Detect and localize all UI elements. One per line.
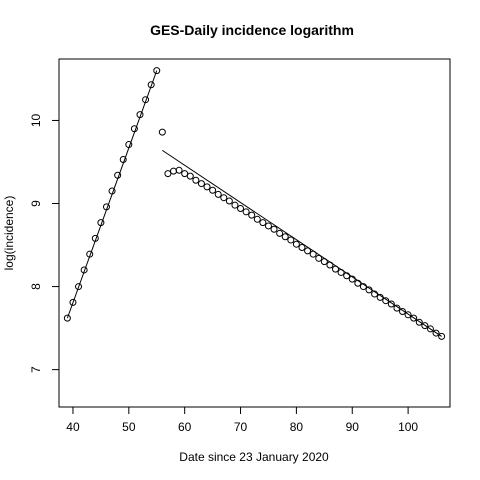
data-point <box>399 307 407 315</box>
data-point <box>281 233 289 241</box>
data-point <box>270 225 278 233</box>
x-tick-label: 40 <box>66 420 80 434</box>
data-point <box>119 155 127 163</box>
data-point <box>365 286 373 294</box>
data-point <box>192 176 200 184</box>
data-point <box>153 67 161 75</box>
x-tick-label: 70 <box>234 420 248 434</box>
x-tick-label: 60 <box>178 420 192 434</box>
y-axis: 7 8 9 10 <box>29 113 60 373</box>
y-tick-label: 9 <box>29 200 43 207</box>
data-point <box>80 266 88 274</box>
data-point <box>276 229 284 237</box>
data-point <box>125 141 133 149</box>
x-tick-label: 50 <box>122 420 136 434</box>
data-point <box>114 171 122 179</box>
y-tick-label: 10 <box>29 113 43 127</box>
data-point <box>309 250 317 258</box>
data-point <box>248 211 256 219</box>
data-point <box>393 304 401 312</box>
data-point <box>63 314 71 322</box>
data-point <box>237 204 245 212</box>
data-point <box>426 325 434 333</box>
x-tick-label: 80 <box>290 420 304 434</box>
data-point <box>136 111 144 119</box>
data-point <box>415 318 423 326</box>
data-point <box>432 329 440 337</box>
data-point <box>108 187 116 195</box>
data-point <box>75 283 83 291</box>
chart-title: GES-Daily incidence logarithm <box>150 22 354 38</box>
data-point <box>91 234 99 242</box>
data-point <box>404 311 412 319</box>
x-tick-label: 100 <box>398 420 418 434</box>
data-point <box>343 272 351 280</box>
data-point <box>69 298 77 306</box>
data-point <box>97 219 105 227</box>
data-point <box>253 215 261 223</box>
data-point <box>438 332 446 340</box>
data-point <box>130 125 138 133</box>
data-point <box>175 166 183 174</box>
x-tick-label: 90 <box>346 420 360 434</box>
x-axis-label: Date since 23 January 2020 <box>179 450 329 464</box>
data-point <box>348 275 356 283</box>
data-point <box>209 186 217 194</box>
y-tick-label: 8 <box>29 283 43 290</box>
data-point <box>320 258 328 266</box>
data-point <box>102 203 110 211</box>
data-point <box>304 247 312 255</box>
data-point <box>164 170 172 178</box>
data-point <box>225 197 233 205</box>
data-point <box>387 300 395 308</box>
data-point <box>371 290 379 298</box>
data-point <box>337 268 345 276</box>
data-point <box>142 96 150 104</box>
data-point <box>214 190 222 198</box>
data-point <box>259 219 267 227</box>
data-point <box>292 240 300 248</box>
data-point <box>376 293 384 301</box>
y-tick-label: 7 <box>29 366 43 373</box>
data-point <box>86 250 94 258</box>
data-point <box>354 279 362 287</box>
data-point <box>382 297 390 305</box>
data-point <box>326 261 334 269</box>
data-point <box>359 283 367 291</box>
data-point <box>147 81 155 89</box>
data-point <box>242 208 250 216</box>
data-point <box>331 265 339 273</box>
data-point <box>203 183 211 191</box>
data-point <box>315 254 323 262</box>
data-point <box>264 222 272 230</box>
data-point <box>231 201 239 209</box>
data-point <box>197 180 205 188</box>
data-point <box>158 128 166 136</box>
data-point <box>410 314 418 322</box>
data-point <box>181 170 189 178</box>
data-points <box>63 67 446 340</box>
data-point <box>287 236 295 244</box>
data-point <box>421 322 429 330</box>
y-axis-label: log(incidence) <box>2 196 16 271</box>
x-axis: 40 50 60 70 80 90 100 <box>66 406 418 434</box>
data-point <box>186 172 194 180</box>
data-point <box>298 244 306 252</box>
data-point <box>220 194 228 202</box>
